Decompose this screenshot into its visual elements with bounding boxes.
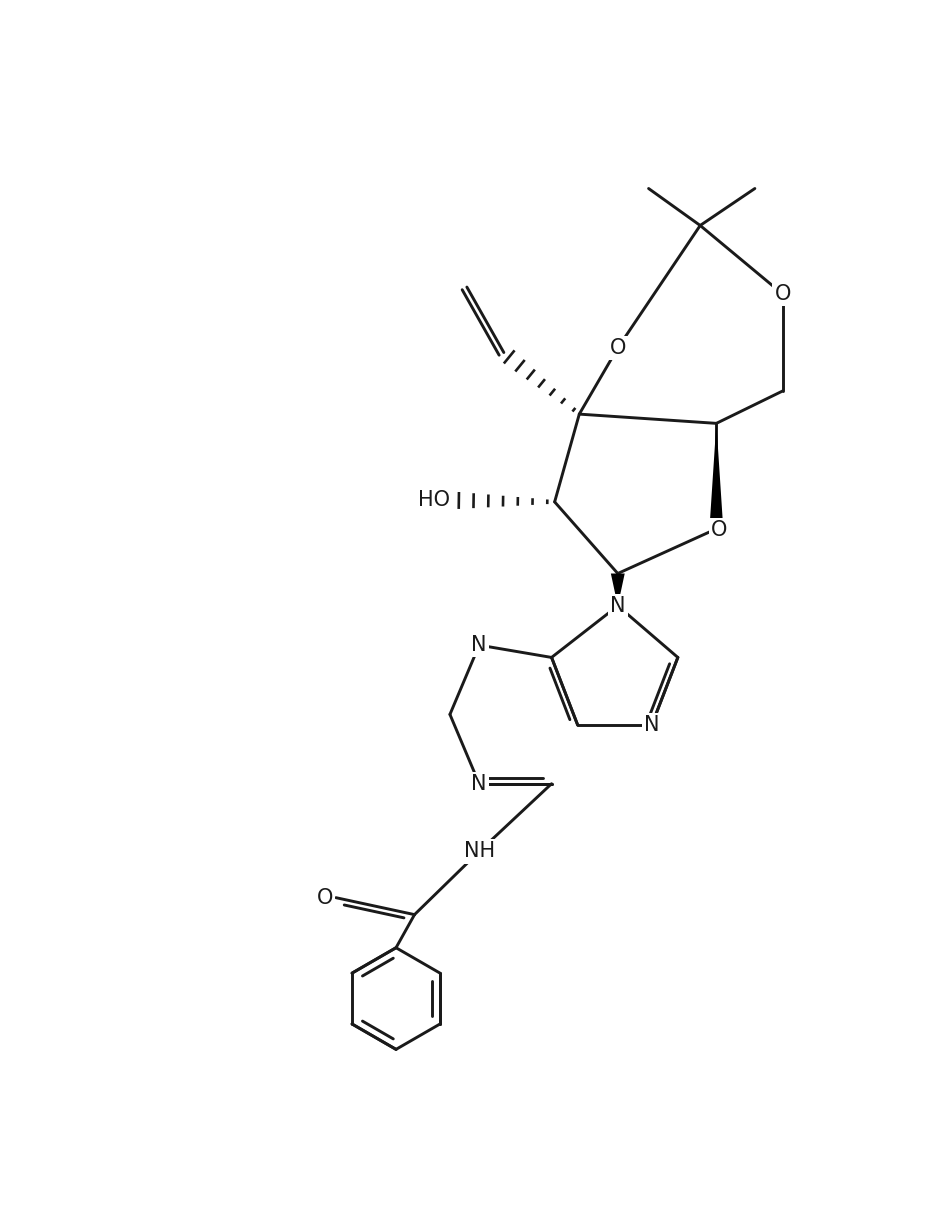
Polygon shape — [709, 424, 723, 529]
Text: N: N — [644, 715, 660, 736]
Text: O: O — [774, 284, 790, 304]
Text: O: O — [711, 520, 728, 541]
Text: O: O — [317, 888, 333, 907]
Text: N: N — [472, 773, 487, 794]
Text: N: N — [610, 596, 625, 616]
Text: N: N — [472, 635, 487, 655]
Text: NH: NH — [463, 842, 495, 861]
Text: O: O — [610, 337, 626, 358]
Text: HO: HO — [418, 491, 450, 510]
Polygon shape — [610, 574, 624, 605]
